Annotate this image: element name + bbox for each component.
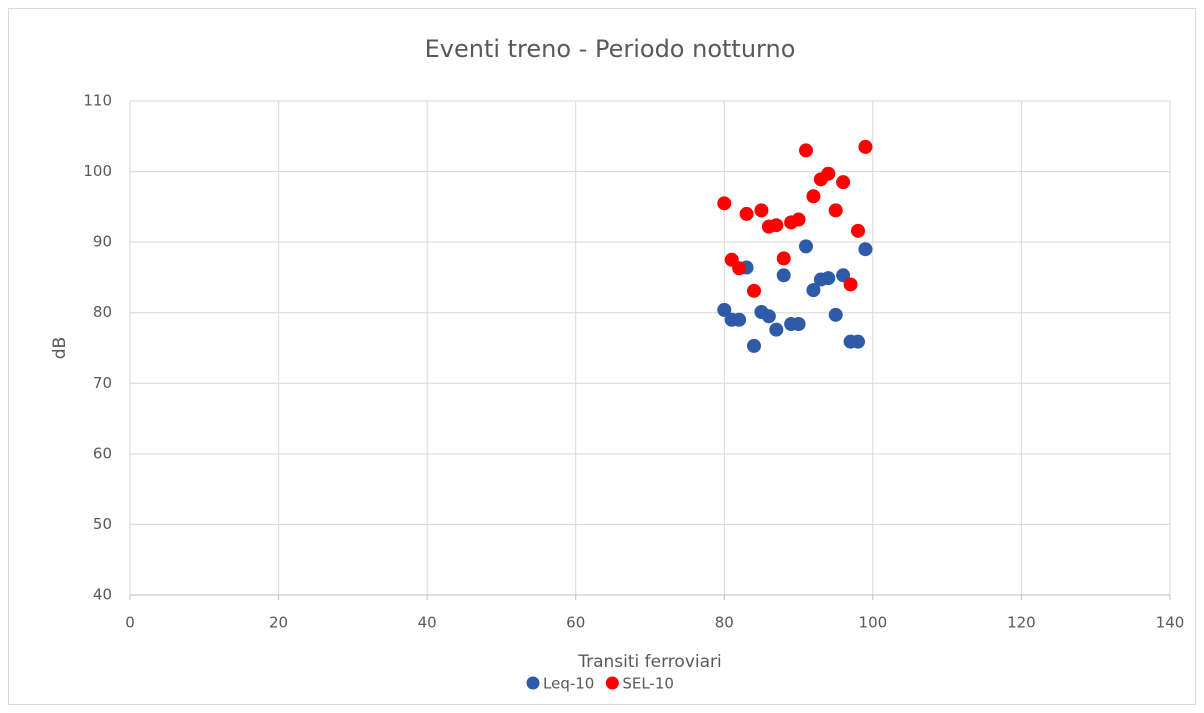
point (769, 218, 784, 233)
point (836, 268, 851, 283)
point (791, 317, 806, 332)
x-tick-label: 120 (1007, 614, 1036, 632)
point (851, 334, 865, 349)
point (799, 239, 813, 254)
x-tick-label: 80 (715, 614, 734, 632)
point (821, 166, 836, 181)
point (747, 338, 761, 353)
point (791, 212, 806, 227)
y-tick-label: 40 (93, 586, 112, 604)
y-tick-label: 80 (93, 303, 112, 321)
point (799, 143, 813, 158)
point (769, 322, 784, 337)
point (851, 223, 865, 238)
point (821, 271, 836, 286)
y-tick-label: 60 (93, 444, 112, 462)
point (836, 175, 851, 190)
point (717, 196, 732, 211)
point (717, 302, 732, 317)
point (754, 203, 769, 218)
point (828, 307, 843, 322)
legend-marker (526, 676, 540, 690)
point (806, 189, 821, 204)
x-tick-label: 60 (566, 614, 585, 632)
point (732, 312, 747, 327)
legend-label: Leq-10 (543, 675, 594, 693)
chart-title: Eventi treno - Periodo notturno (425, 35, 796, 63)
x-tick-label: 40 (418, 614, 437, 632)
point (843, 277, 858, 292)
point (776, 268, 791, 283)
point (806, 283, 821, 298)
legend-marker (605, 676, 619, 690)
y-tick-label: 90 (93, 233, 112, 251)
point (761, 309, 776, 324)
point (858, 139, 873, 154)
x-axis-label: Transiti ferroviari (577, 652, 722, 672)
y-tick-label: 100 (83, 162, 112, 180)
x-tick-label: 140 (1156, 614, 1185, 632)
y-tick-label: 110 (83, 92, 112, 110)
point (858, 242, 873, 257)
y-tick-label: 50 (93, 515, 112, 533)
y-axis-label: dB (50, 337, 70, 359)
point (732, 261, 747, 276)
chart-frame (8, 8, 1196, 705)
x-tick-label: 0 (125, 614, 135, 632)
point (747, 283, 761, 298)
x-tick-label: 100 (859, 614, 888, 632)
x-tick-label: 20 (269, 614, 288, 632)
legend-label: SEL-10 (622, 675, 674, 693)
point (828, 203, 843, 218)
point (776, 251, 791, 266)
y-tick-label: 70 (93, 374, 112, 392)
point (739, 206, 754, 221)
